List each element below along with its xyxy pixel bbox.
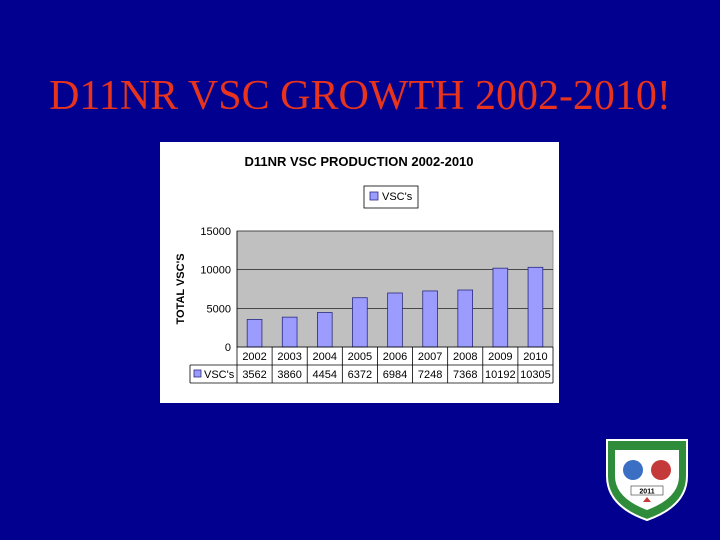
slide-title: D11NR VSC GROWTH 2002-2010! — [49, 73, 671, 119]
y-tick-label: 10000 — [200, 265, 231, 277]
x-tick-label: 2009 — [488, 351, 512, 363]
legend-label: VSC's — [382, 191, 413, 203]
x-tick-label: 2006 — [383, 351, 407, 363]
table-value: 7248 — [418, 369, 442, 381]
table-value: 7368 — [453, 369, 477, 381]
x-tick-label: 2008 — [453, 351, 477, 363]
bar-2007 — [422, 290, 438, 348]
table-series-label: VSC's — [204, 369, 235, 381]
bar-2004 — [317, 312, 333, 348]
bar-2005 — [352, 297, 368, 348]
x-tick-label: 2010 — [523, 351, 547, 363]
table-value: 3860 — [277, 369, 301, 381]
x-tick-label: 2004 — [313, 351, 337, 363]
chart-panel: D11NR VSC PRODUCTION 2002-2010 VSC's 150… — [160, 142, 559, 403]
table-value: 3562 — [242, 369, 266, 381]
table-value: 6372 — [348, 369, 372, 381]
bar-chart: D11NR VSC PRODUCTION 2002-2010 VSC's 150… — [175, 154, 554, 384]
badge-emblem-left — [623, 460, 643, 480]
table-value: 10305 — [520, 369, 551, 381]
bar-2002 — [246, 319, 263, 348]
table-legend-swatch — [193, 369, 202, 378]
table-value: 10192 — [485, 369, 516, 381]
bar-2006 — [387, 292, 403, 348]
x-tick-label: 2002 — [242, 351, 266, 363]
badge-year: 2011 — [639, 489, 654, 496]
x-tick-label: 2005 — [348, 351, 372, 363]
y-tick-label: 0 — [225, 342, 231, 354]
legend-swatch — [369, 191, 379, 201]
badge-year-box — [630, 485, 664, 496]
bar-2003 — [281, 316, 298, 348]
bars — [246, 266, 544, 348]
x-tick-label: 2003 — [277, 351, 301, 363]
legend: VSC's — [363, 185, 419, 209]
legend-box — [363, 185, 419, 209]
district-badge: 2011 — [606, 439, 688, 522]
chart-title: D11NR VSC PRODUCTION 2002-2010 — [244, 154, 473, 169]
badge-house-icon — [643, 497, 651, 502]
badge-emblem-right — [651, 460, 671, 480]
x-tick-label: 2007 — [418, 351, 442, 363]
table-value: 4454 — [313, 369, 337, 381]
data-table: VSC's 2002 3562 2003 3860 2004 4454 2005 6372 200… — [189, 346, 554, 384]
y-ticks: 15000 10000 5000 0 — [200, 226, 231, 354]
y-axis-label: TOTAL VSC'S — [175, 253, 187, 324]
bar-2010 — [527, 266, 544, 348]
table-value: 6984 — [383, 369, 407, 381]
y-tick-label: 5000 — [207, 303, 231, 315]
bar-2008 — [457, 289, 473, 348]
bar-2009 — [492, 267, 509, 348]
y-tick-label: 15000 — [200, 226, 231, 238]
